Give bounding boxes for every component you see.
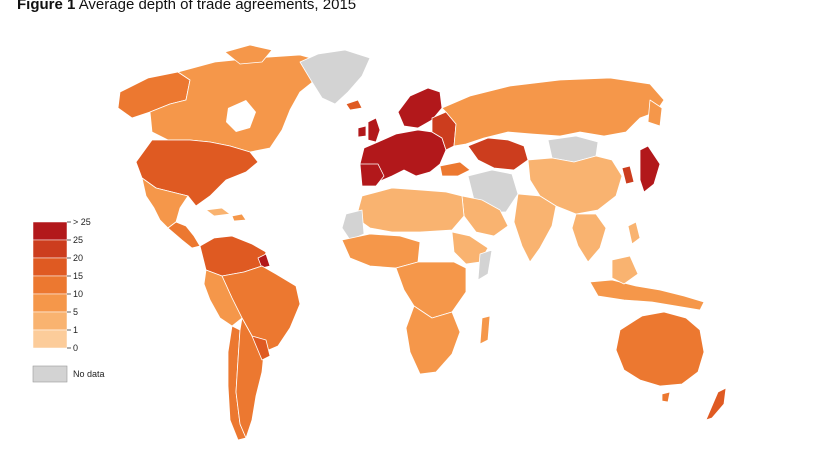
region-greenland — [299, 49, 371, 105]
legend-label-25: 25 — [73, 235, 83, 245]
region-new-zealand — [705, 387, 727, 421]
region-russia — [441, 77, 665, 147]
region-korea — [621, 165, 635, 185]
region-west-africa — [341, 233, 421, 269]
hudson-bay — [226, 100, 256, 132]
region-iceland — [345, 99, 363, 111]
region-arctic-islands — [224, 44, 273, 65]
legend-label-5: 5 — [73, 307, 78, 317]
region-tasmania — [661, 391, 671, 403]
legend-swatch-20 — [32, 257, 68, 277]
legend-swatch-25 — [32, 239, 68, 259]
region-uruguay-paraguay — [251, 335, 271, 361]
region-hispaniola — [231, 213, 247, 222]
region-japan — [639, 145, 661, 193]
legend-label-1: 1 — [73, 325, 78, 335]
region-cuba — [205, 207, 231, 217]
legend-swatch-15 — [32, 275, 68, 295]
region-ireland — [357, 125, 367, 138]
region-kazakhstan — [467, 137, 529, 171]
region-madagascar — [479, 315, 491, 345]
region-north-africa — [355, 187, 465, 233]
figure-title-text: Average depth of trade agreements, 2015 — [78, 0, 357, 13]
legend-label-gt25: > 25 — [73, 217, 91, 227]
legend-swatch-1 — [32, 329, 68, 349]
legend-label-no-data: No data — [73, 369, 105, 379]
legend-label-15: 15 — [73, 271, 83, 281]
legend-swatch-5 — [32, 311, 68, 331]
region-arabia — [461, 195, 509, 237]
region-australia — [615, 311, 705, 387]
legend: > 25 25 20 15 10 5 1 0 No data — [32, 217, 105, 383]
legend-swatch-no-data — [32, 365, 68, 383]
region-southeast-asia — [571, 213, 607, 263]
legend-label-10: 10 — [73, 289, 83, 299]
region-borneo — [611, 255, 639, 285]
region-indonesia — [589, 279, 705, 311]
region-guiana — [257, 253, 271, 269]
region-uk — [367, 117, 381, 143]
region-southern-africa — [405, 305, 461, 375]
figure-number: Figure 1 — [17, 0, 76, 13]
region-iberia — [359, 163, 385, 187]
legend-label-0: 0 — [73, 343, 78, 353]
region-western-sahara — [341, 209, 365, 241]
region-turkey — [439, 161, 471, 177]
region-india — [513, 193, 557, 263]
figure-title: Figure 1 Average depth of trade agreemen… — [17, 0, 356, 14]
legend-label-20: 20 — [73, 253, 83, 263]
region-central-africa — [395, 261, 467, 319]
region-central-america — [167, 221, 201, 249]
region-philippines — [627, 221, 641, 245]
region-kamchatka — [647, 99, 663, 127]
legend-swatch-10 — [32, 293, 68, 313]
region-canada — [149, 54, 326, 153]
region-somalia — [477, 249, 493, 281]
legend-swatch-gt25 — [32, 221, 68, 241]
